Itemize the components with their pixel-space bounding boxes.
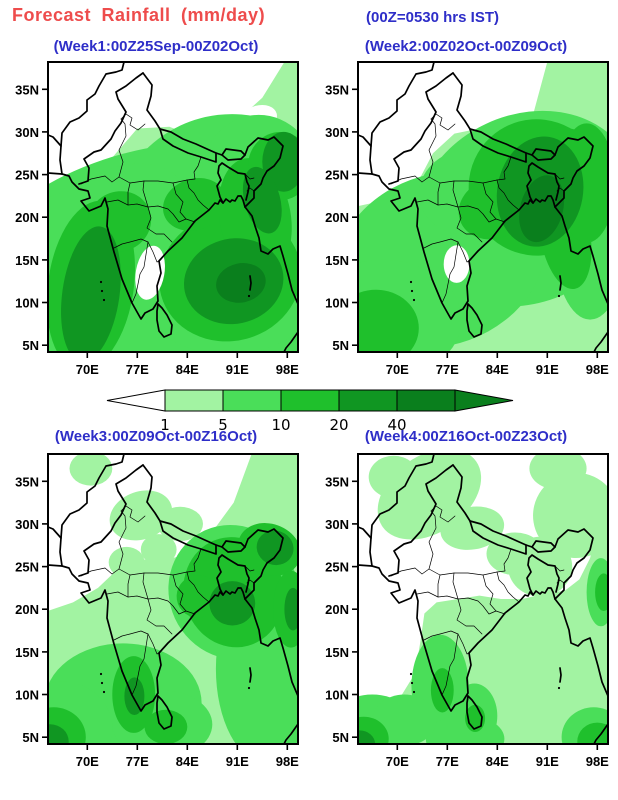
svg-text:15N: 15N: [325, 253, 349, 268]
svg-text:30N: 30N: [15, 517, 39, 532]
svg-text:84E: 84E: [176, 362, 199, 377]
svg-text:77E: 77E: [436, 362, 459, 377]
svg-text:98E: 98E: [276, 362, 299, 377]
svg-text:1: 1: [160, 416, 170, 432]
svg-text:15N: 15N: [325, 645, 349, 660]
svg-text:98E: 98E: [276, 754, 299, 769]
svg-text:15N: 15N: [15, 253, 39, 268]
map-panel-week2: 35N 30N 25N 20N 15N 10N 5N 70E 77E 84E 91E 98E: [318, 60, 614, 386]
svg-text:15N: 15N: [15, 645, 39, 660]
panel-title-week3: (Week3:00Z09Oct-00Z16Oct): [54, 428, 258, 445]
svg-text:91E: 91E: [536, 754, 559, 769]
svg-text:20N: 20N: [325, 602, 349, 617]
svg-text:84E: 84E: [486, 362, 509, 377]
panel-title-week1: (Week1:00Z25Sep-00Z02Oct): [53, 38, 259, 55]
svg-text:70E: 70E: [76, 754, 99, 769]
svg-text:30N: 30N: [325, 517, 349, 532]
map-panel-week3: 35N 30N 25N 20N 15N 10N 5N 70E 77E 84E 91E 98E: [8, 452, 304, 778]
svg-text:84E: 84E: [176, 754, 199, 769]
svg-text:10: 10: [271, 416, 290, 432]
svg-text:5N: 5N: [22, 338, 39, 353]
map-panel-week1: 35N 30N 25N 20N 15N 10N 5N 70E 77E 84E 91E 98E: [8, 60, 304, 386]
svg-text:10N: 10N: [15, 296, 39, 311]
panel-title-week4: (Week4:00Z16Oct-00Z23Oct): [364, 428, 568, 445]
svg-text:70E: 70E: [76, 362, 99, 377]
panel-title-week2: (Week2:00Z02Oct-00Z09Oct): [364, 38, 568, 55]
svg-text:20N: 20N: [15, 210, 39, 225]
map-panel-week4: 35N 30N 25N 20N 15N 10N 5N 70E 77E 84E 91E 98E: [318, 452, 614, 778]
svg-text:10N: 10N: [325, 688, 349, 703]
svg-text:30N: 30N: [15, 125, 39, 140]
svg-text:77E: 77E: [126, 754, 149, 769]
page-title: Forecast Rainfall (mm/day): [12, 5, 266, 25]
svg-text:35N: 35N: [325, 82, 349, 97]
svg-text:98E: 98E: [586, 754, 609, 769]
time-reference-note: (00Z=0530 hrs IST): [366, 9, 499, 26]
svg-text:20N: 20N: [325, 210, 349, 225]
svg-text:84E: 84E: [486, 754, 509, 769]
svg-text:20: 20: [329, 416, 348, 432]
svg-text:5N: 5N: [332, 730, 349, 745]
svg-text:98E: 98E: [586, 362, 609, 377]
svg-text:10N: 10N: [15, 688, 39, 703]
svg-text:25N: 25N: [15, 560, 39, 575]
svg-text:5N: 5N: [22, 730, 39, 745]
svg-text:91E: 91E: [536, 362, 559, 377]
svg-text:70E: 70E: [386, 754, 409, 769]
svg-text:40: 40: [387, 416, 406, 432]
svg-text:91E: 91E: [226, 362, 249, 377]
svg-text:35N: 35N: [15, 474, 39, 489]
svg-text:25N: 25N: [325, 560, 349, 575]
svg-text:5: 5: [218, 416, 228, 432]
svg-text:77E: 77E: [126, 362, 149, 377]
rainfall-colorbar: 1 5 10 20 40: [99, 384, 519, 434]
svg-text:35N: 35N: [325, 474, 349, 489]
svg-text:70E: 70E: [386, 362, 409, 377]
svg-text:77E: 77E: [436, 754, 459, 769]
svg-text:20N: 20N: [15, 602, 39, 617]
svg-text:10N: 10N: [325, 296, 349, 311]
svg-text:35N: 35N: [15, 82, 39, 97]
svg-text:5N: 5N: [332, 338, 349, 353]
svg-text:91E: 91E: [226, 754, 249, 769]
svg-text:25N: 25N: [325, 168, 349, 183]
svg-text:25N: 25N: [15, 168, 39, 183]
svg-text:30N: 30N: [325, 125, 349, 140]
